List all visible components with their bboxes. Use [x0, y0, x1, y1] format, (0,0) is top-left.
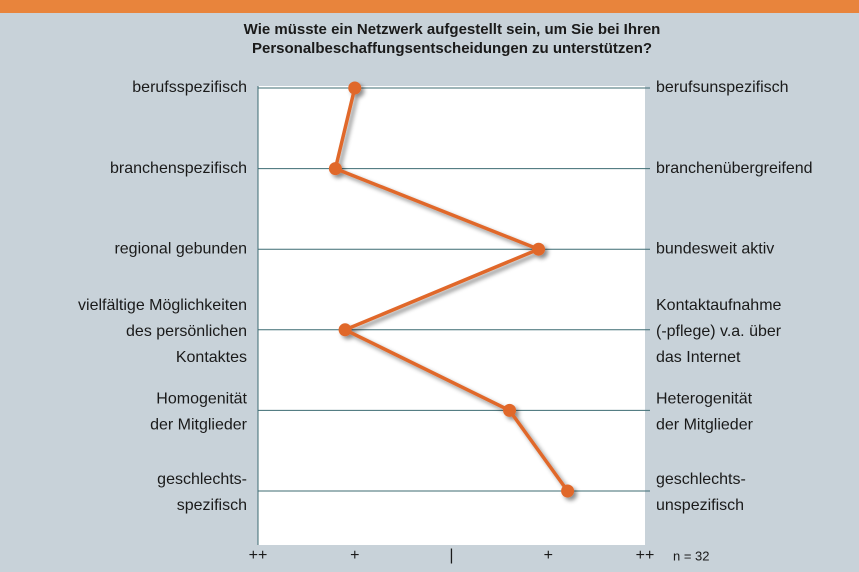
annotation: n = 32 [673, 548, 710, 563]
point [328, 162, 342, 176]
x-tick-label: + [544, 547, 553, 564]
right-label: branchenübergreifend [656, 160, 813, 177]
plot-area [258, 86, 645, 545]
x-tick-label: + [350, 547, 359, 564]
x-tick-label: ++ [636, 547, 655, 564]
left-label: branchenspezifisch [110, 160, 247, 177]
x-tick-label: ++ [249, 547, 268, 564]
left-label: vielfältige Möglichkeiten [78, 297, 247, 314]
right-label: berufsunspezifisch [656, 79, 789, 96]
right-label: Heterogenität [656, 391, 753, 408]
point [348, 81, 362, 95]
profile-line [333, 87, 570, 493]
point [532, 242, 546, 256]
right-label: Kontaktaufnahme [656, 297, 782, 314]
chart-title: Personalbeschaffungsentscheidungen zu un… [252, 40, 652, 57]
left-label: spezifisch [177, 497, 247, 514]
left-label: Kontaktes [176, 349, 247, 366]
right-label: geschlechts- [656, 471, 746, 488]
header-bar [0, 0, 859, 13]
series [328, 81, 575, 498]
right-label: der Mitglieder [656, 417, 754, 434]
left-label: des persönlichen [126, 323, 247, 340]
left-label: der Mitglieder [150, 417, 248, 434]
left-label: berufsspezifisch [132, 79, 247, 96]
right-label: (-pflege) v.a. über [656, 323, 782, 340]
right-label: unspezifisch [656, 497, 744, 514]
point [338, 323, 352, 337]
left-label: geschlechts- [157, 471, 247, 488]
left-label: regional gebunden [114, 240, 247, 257]
right-label: das Internet [656, 349, 741, 366]
chart-title: Wie müsste ein Netzwerk aufgestellt sein… [244, 21, 661, 38]
point [503, 403, 517, 417]
right-label: bundesweit aktiv [656, 240, 774, 257]
point [561, 484, 575, 498]
x-tick-label: | [449, 547, 453, 564]
left-label: Homogenität [156, 391, 247, 408]
